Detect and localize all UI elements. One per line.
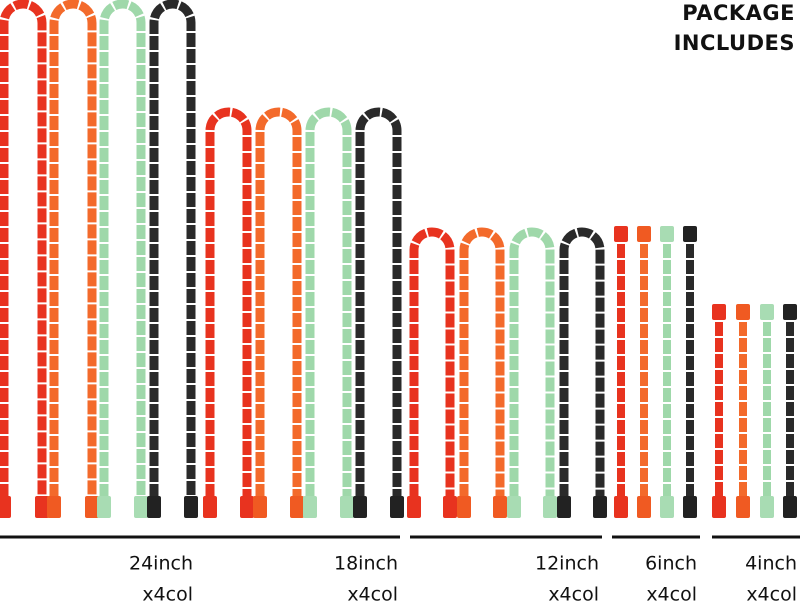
tie-cap: [493, 496, 507, 518]
tie-cap: [683, 496, 697, 518]
tie-cap: [97, 496, 111, 518]
tie-cap: [683, 226, 697, 242]
header-line: INCLUDES: [674, 31, 795, 55]
tie-loop: [305, 107, 352, 498]
tie-cap: [340, 496, 354, 518]
tie-cap: [660, 496, 674, 518]
tie-cap: [35, 496, 49, 518]
tie-cap: [614, 496, 628, 518]
tie-cap: [147, 496, 161, 518]
count-label: x4col: [646, 584, 697, 605]
size-label: 24inch: [129, 553, 193, 575]
size-label: 18inch: [334, 553, 398, 575]
tie-cap: [457, 496, 471, 518]
tie-cap: [184, 496, 198, 518]
tie-loop: [255, 107, 302, 498]
tie-cap: [85, 496, 99, 518]
tie-loop: [409, 227, 455, 498]
tie-cap: [290, 496, 304, 518]
tie-cap: [760, 304, 774, 320]
tie-cap: [253, 496, 267, 518]
tie-cap: [203, 496, 217, 518]
header-line: PACKAGE: [682, 1, 795, 25]
tie-cap: [637, 496, 651, 518]
tie-loop: [355, 107, 402, 498]
tie-cap: [507, 496, 521, 518]
tie-loop: [509, 227, 555, 498]
count-label: x4col: [746, 584, 797, 605]
tie-cap: [47, 496, 61, 518]
tie-cap: [783, 304, 797, 320]
size-label: 4inch: [745, 553, 797, 575]
tie-cap: [407, 496, 421, 518]
tie-cap: [712, 304, 726, 320]
tie-cap: [660, 226, 674, 242]
tie-cap: [593, 496, 607, 518]
tie-cap: [240, 496, 254, 518]
tie-cap: [712, 496, 726, 518]
tie-loop: [559, 227, 605, 498]
tie-loop: [99, 0, 146, 498]
tie-cap: [134, 496, 148, 518]
tie-cap: [353, 496, 367, 518]
size-label: 12inch: [535, 553, 599, 575]
tie-cap: [443, 496, 457, 518]
tie-loop: [49, 0, 97, 498]
tie-cap: [557, 496, 571, 518]
tie-cap: [783, 496, 797, 518]
tie-loop: [205, 107, 252, 498]
count-label: x4col: [347, 584, 398, 605]
tie-cap: [303, 496, 317, 518]
tie-cap: [543, 496, 557, 518]
tie-cap: [736, 304, 750, 320]
tie-loop: [0, 0, 47, 498]
count-label: x4col: [548, 584, 599, 605]
tie-cap: [0, 496, 11, 518]
tie-cap: [390, 496, 404, 518]
tie-loop: [149, 0, 196, 498]
count-label: x4col: [142, 584, 193, 605]
tie-cap: [736, 496, 750, 518]
tie-loop: [459, 227, 505, 498]
tie-cap: [637, 226, 651, 242]
tie-cap: [614, 226, 628, 242]
tie-cap: [760, 496, 774, 518]
size-label: 6inch: [645, 553, 697, 575]
